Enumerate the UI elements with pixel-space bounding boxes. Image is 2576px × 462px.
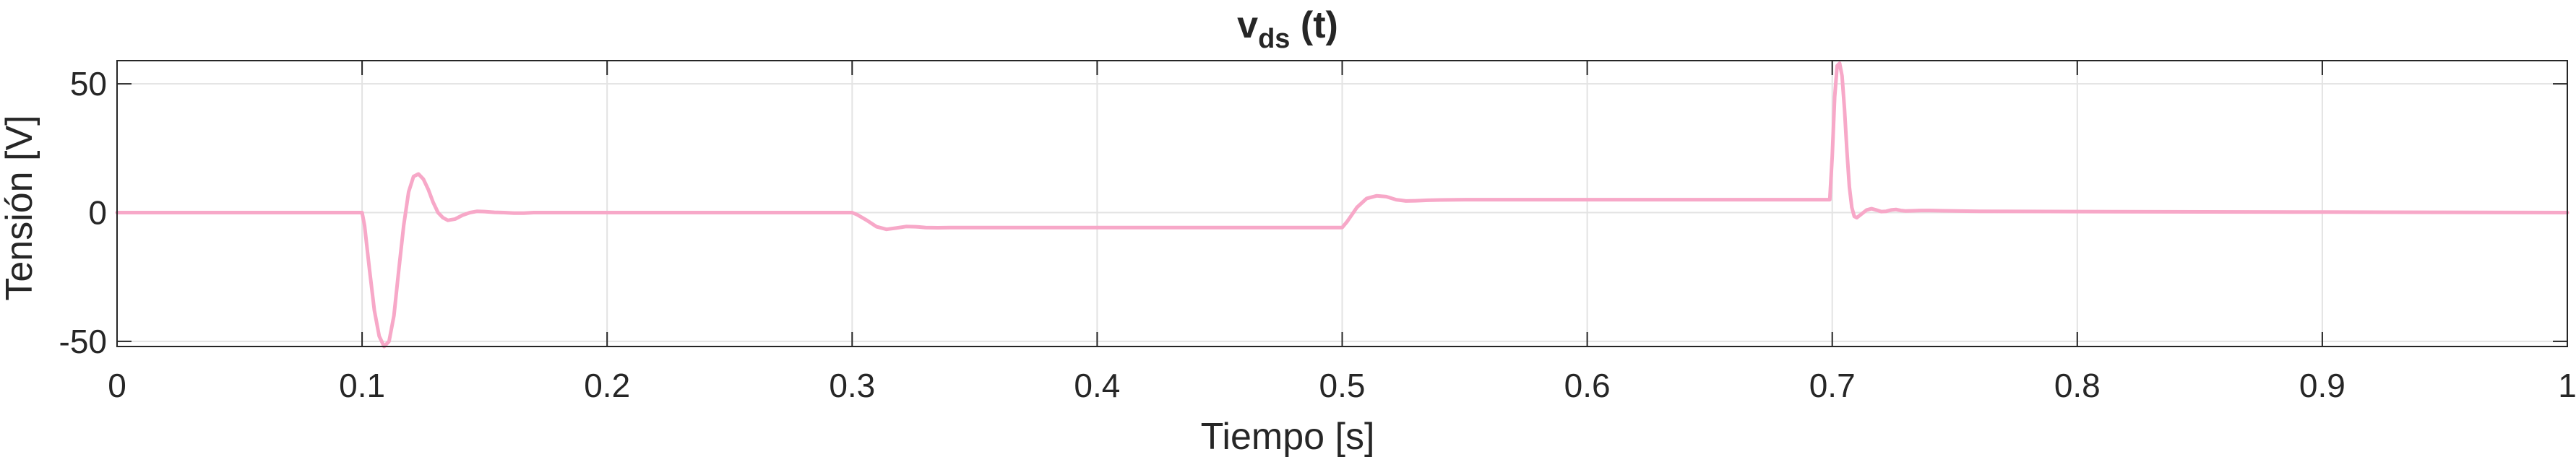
chart-title-subscript: ds [1258,24,1290,54]
chart-title-main: v [1237,4,1258,46]
x-tick-label: 0.4 [1074,367,1120,404]
x-tick-label: 0.8 [2054,367,2101,404]
chart-title-suffix: (t) [1290,4,1337,46]
x-tick-label: 1 [2558,367,2576,404]
x-tick-label: 0.3 [829,367,875,404]
x-tick-label: 0.6 [1564,367,1611,404]
series-line-vds [115,61,2569,349]
y-axis-label: Tensión [V] [0,115,40,300]
y-tick-label: 0 [88,193,107,231]
y-tick-label: 50 [70,65,107,103]
x-tick-label: 0.9 [2299,367,2345,404]
grid-lines [116,61,2568,346]
x-axis-label: Tiempo [s] [1201,416,1375,458]
y-tick-label: -50 [59,323,107,360]
x-tick-label: 0.2 [584,367,630,404]
x-tick-label: 0.5 [1319,367,1366,404]
chart-title: vds (t) [1237,4,1338,54]
x-tick-label: 0 [108,367,126,404]
x-tick-label: 0.7 [1809,367,1856,404]
plot-area-frame [116,60,2568,347]
x-tick-label: 0.1 [339,367,385,404]
